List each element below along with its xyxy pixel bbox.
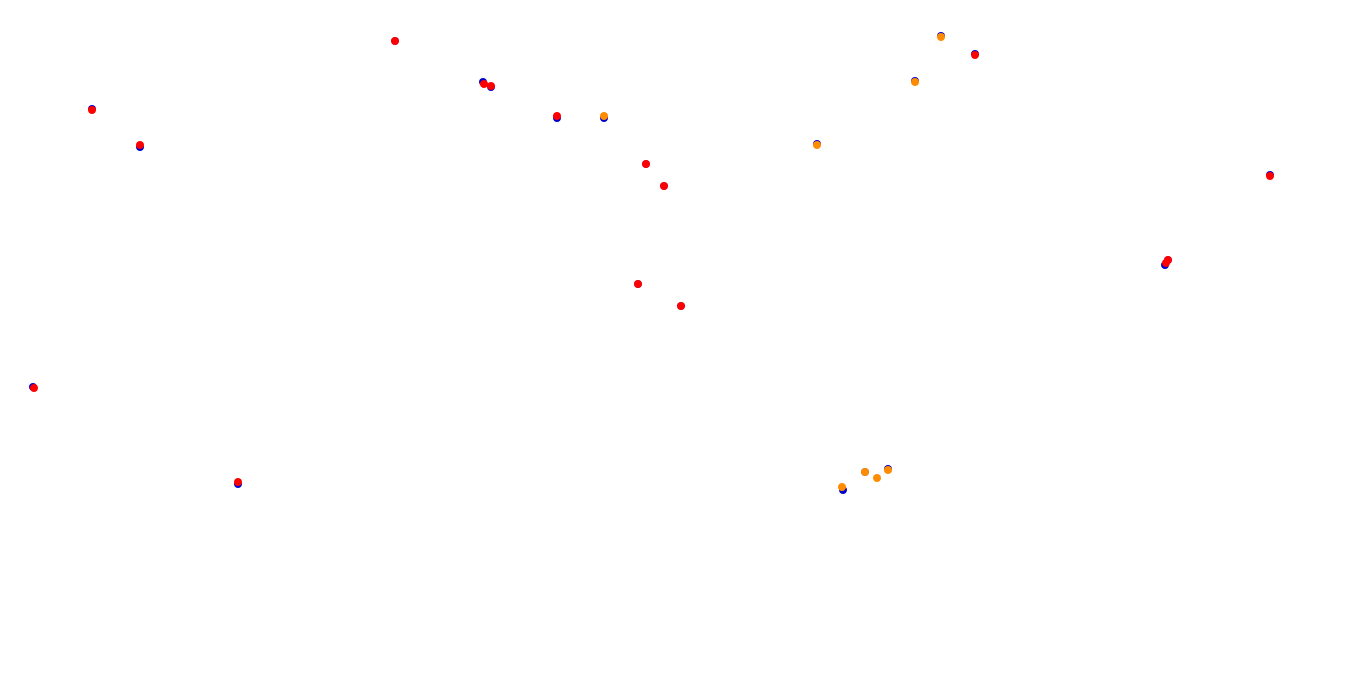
data-point-orange (861, 468, 869, 476)
data-point-red (677, 302, 685, 310)
data-point-red (234, 478, 242, 486)
data-point-red (136, 141, 144, 149)
series-blue (29, 32, 1274, 494)
data-point-orange (838, 483, 846, 491)
data-point-red (1164, 256, 1172, 264)
data-point-orange (873, 474, 881, 482)
data-point-red (634, 280, 642, 288)
data-point-red (30, 384, 38, 392)
data-point-red (660, 182, 668, 190)
data-point-red (1266, 172, 1274, 180)
data-point-red (391, 37, 399, 45)
data-point-red (642, 160, 650, 168)
data-point-orange (911, 78, 919, 86)
data-point-red (88, 106, 96, 114)
data-point-red (971, 51, 979, 59)
data-point-orange (600, 112, 608, 120)
data-point-red (487, 82, 495, 90)
series-orange (600, 33, 945, 491)
series-red (30, 37, 1274, 486)
data-point-red (480, 80, 488, 88)
data-point-orange (884, 466, 892, 474)
points-layer (29, 32, 1274, 494)
data-point-red (553, 112, 561, 120)
data-point-orange (813, 141, 821, 149)
data-point-orange (937, 33, 945, 41)
